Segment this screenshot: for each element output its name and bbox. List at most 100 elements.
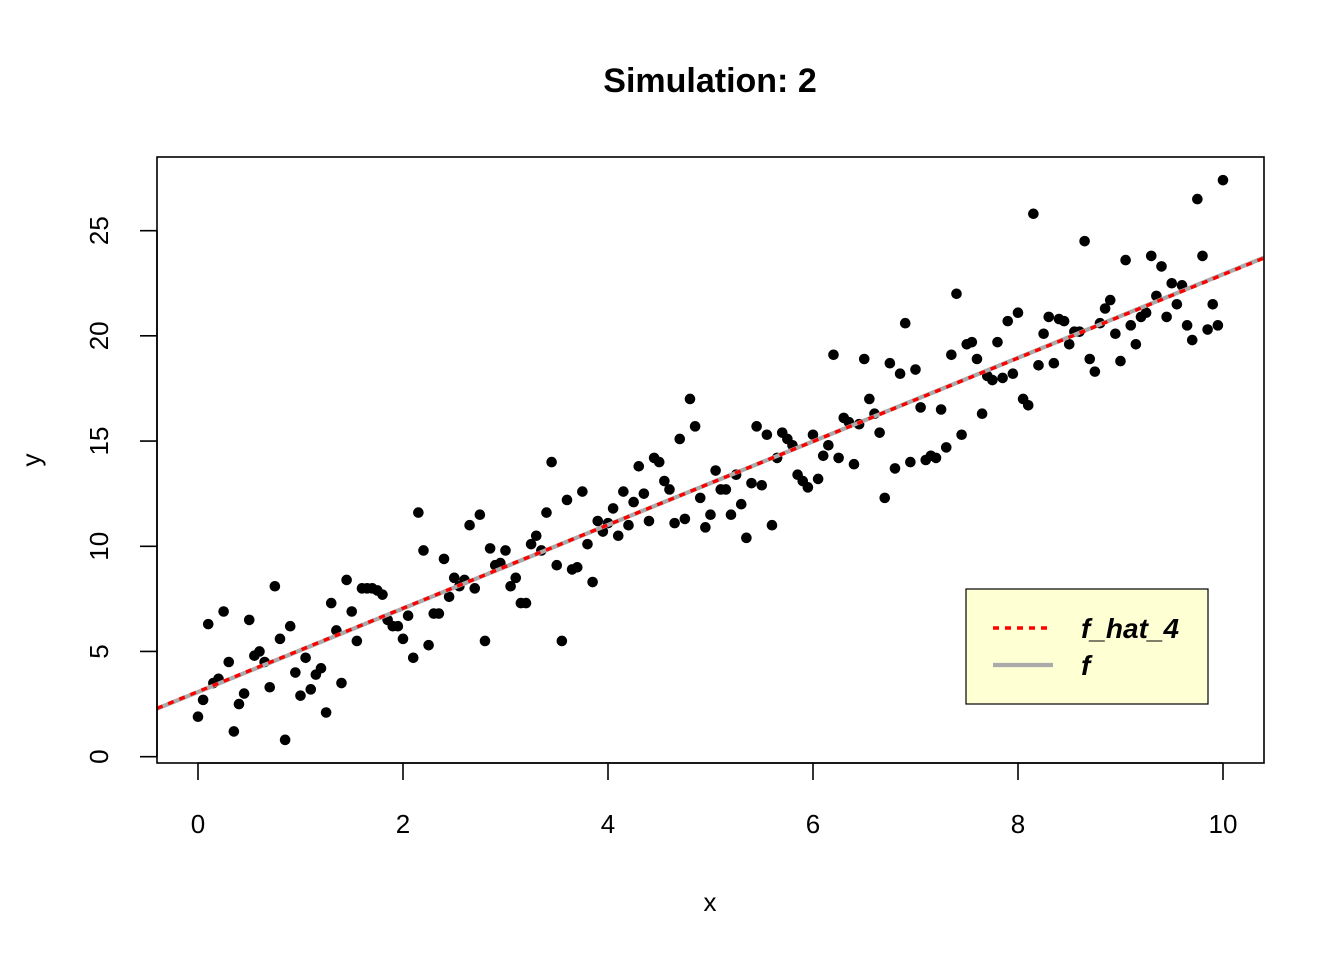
data-point	[992, 336, 1003, 348]
data-point	[1084, 353, 1096, 365]
data-point	[500, 545, 511, 556]
data-point	[279, 734, 291, 746]
data-point	[1048, 357, 1060, 369]
data-point	[1130, 338, 1142, 350]
data-point	[479, 635, 491, 647]
data-point	[761, 429, 773, 441]
data-point	[1115, 355, 1126, 367]
data-point	[305, 684, 317, 695]
data-point	[689, 421, 701, 432]
data-point	[351, 635, 363, 647]
data-point	[628, 496, 639, 508]
data-point	[812, 473, 824, 485]
data-point	[464, 519, 475, 531]
data-point	[643, 515, 655, 527]
data-point	[525, 538, 537, 550]
data-point	[1120, 254, 1131, 266]
data-point	[618, 486, 629, 497]
data-point	[443, 591, 455, 603]
data-point	[710, 465, 721, 476]
data-point	[392, 620, 404, 632]
data-point	[735, 498, 747, 510]
data-point	[946, 349, 957, 361]
data-point	[966, 336, 978, 348]
data-point	[915, 402, 926, 413]
data-point	[474, 509, 486, 521]
data-point	[679, 513, 691, 525]
data-point	[197, 694, 209, 706]
data-point	[894, 368, 906, 380]
data-point	[290, 667, 301, 678]
data-point	[269, 580, 281, 592]
data-point	[653, 456, 665, 468]
data-point	[284, 620, 296, 632]
data-point	[448, 572, 460, 584]
data-point	[1012, 307, 1024, 319]
data-point	[1181, 320, 1193, 331]
data-point	[823, 439, 834, 451]
data-point	[848, 458, 860, 470]
legend-box	[965, 588, 1209, 705]
x-axis-label: x	[704, 887, 717, 917]
data-point	[1110, 328, 1121, 340]
data-point	[561, 494, 573, 506]
data-point	[1002, 315, 1014, 327]
data-point	[228, 726, 240, 737]
y-tick-label: 10	[84, 532, 114, 561]
data-point	[951, 288, 962, 300]
data-point	[1140, 307, 1152, 319]
data-point	[1197, 250, 1208, 262]
data-point	[910, 364, 921, 375]
data-point	[725, 509, 737, 521]
data-point	[669, 517, 680, 529]
data-point	[1028, 208, 1039, 220]
data-point	[587, 576, 598, 588]
chart-title: Simulation: 2	[603, 62, 816, 100]
data-point	[746, 477, 757, 489]
y-axis: 0 5 10 15 20 25	[84, 216, 158, 764]
data-point	[623, 519, 634, 531]
data-point	[238, 688, 250, 699]
data-point	[243, 614, 255, 626]
data-point	[295, 690, 306, 701]
data-point	[741, 532, 752, 544]
data-point	[1212, 320, 1224, 331]
data-point	[700, 522, 711, 533]
data-point	[546, 456, 557, 468]
data-point	[935, 404, 947, 415]
data-point	[956, 429, 967, 441]
y-tick-label: 25	[84, 216, 114, 245]
data-point	[1058, 315, 1070, 327]
data-point	[469, 583, 481, 594]
legend: f_hat_4 f	[965, 588, 1209, 705]
data-point	[858, 353, 870, 365]
data-point	[976, 408, 988, 420]
y-tick-label: 20	[84, 321, 114, 350]
y-tick-label: 0	[84, 749, 114, 763]
data-point	[1063, 338, 1075, 350]
data-point	[638, 488, 650, 499]
data-point	[766, 519, 778, 531]
y-tick-label: 15	[84, 427, 114, 456]
data-point	[899, 317, 911, 329]
data-point	[1043, 311, 1055, 323]
data-point	[1038, 328, 1049, 340]
data-point	[1125, 320, 1137, 331]
data-point	[218, 606, 229, 617]
data-point	[592, 515, 604, 527]
data-point	[530, 530, 542, 542]
data-point	[320, 707, 332, 718]
data-point	[1166, 277, 1178, 289]
data-point	[346, 606, 358, 617]
data-point	[1202, 324, 1213, 335]
data-point	[864, 393, 875, 405]
data-point	[556, 635, 568, 647]
data-point	[377, 589, 388, 600]
data-point	[751, 421, 762, 432]
data-point	[807, 429, 819, 441]
data-point	[341, 574, 352, 586]
x-tick-label: 4	[601, 809, 615, 839]
data-point	[684, 393, 696, 405]
legend-label-f-hat-4: f_hat_4	[1081, 613, 1179, 644]
data-point	[884, 357, 896, 369]
